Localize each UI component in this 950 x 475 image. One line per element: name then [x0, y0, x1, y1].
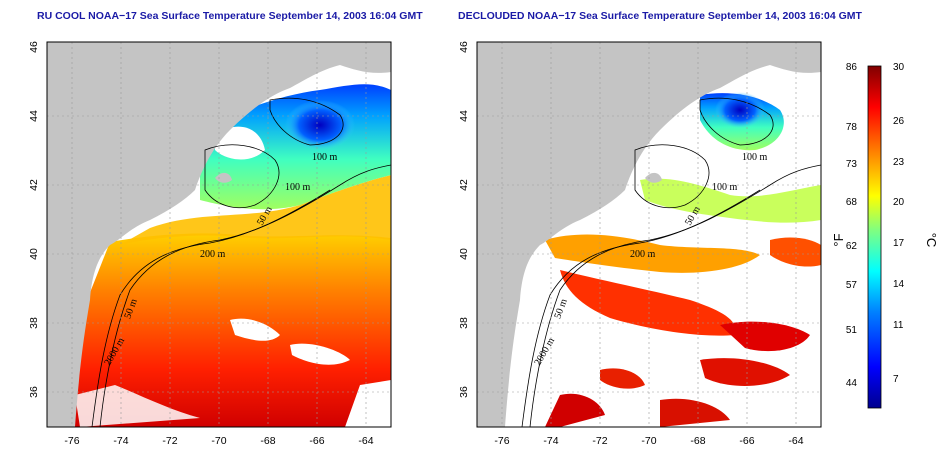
- right-y-tick-38: 38: [458, 317, 470, 329]
- left-contour-2000m: [99, 164, 392, 428]
- right-y-tick-36: 36: [458, 386, 470, 398]
- right-x-tick-70: -70: [641, 435, 656, 447]
- cb-c-tick-14: 14: [893, 279, 905, 290]
- left-contour-gulf-maine: [269, 97, 344, 146]
- cb-f-tick-57: 57: [846, 280, 858, 291]
- cb-f-tick-68: 68: [846, 197, 858, 208]
- left-contour-label-2: 100 m: [285, 182, 311, 193]
- left-x-tick-76: -76: [64, 435, 79, 447]
- left-contour-200m: [91, 189, 331, 428]
- left-y-tick-46: 46: [28, 41, 40, 53]
- left-grid: [47, 42, 391, 427]
- colorbar-celsius-unit: °C: [924, 233, 939, 248]
- left-gulf-of-maine-deep: [285, 100, 355, 150]
- cb-c-tick-11: 11: [893, 320, 904, 331]
- left-y-axis: 36 38 40 42 44 46: [28, 41, 40, 398]
- colorbar-fahrenheit-unit: °F: [831, 233, 846, 246]
- colorbar-fahrenheit-ticks: 86 78 73 68 62 57 51 44: [846, 62, 858, 389]
- right-contour-label-4: 200 m: [630, 249, 656, 260]
- right-y-tick-40: 40: [458, 248, 470, 260]
- left-x-tick-74: -74: [113, 435, 128, 447]
- colorbar: 86 78 73 68 62 57 51 44 30 26 23 20 17 1…: [831, 62, 939, 409]
- right-y-tick-44: 44: [458, 110, 470, 122]
- right-y-tick-46: 46: [458, 41, 470, 53]
- cb-f-tick-51: 51: [846, 325, 858, 336]
- right-grid: [477, 42, 821, 427]
- left-map-border: [46, 41, 392, 428]
- left-x-tick-64: -64: [358, 435, 373, 447]
- right-cape-cod: [645, 172, 662, 183]
- left-x-tick-72: -72: [162, 435, 177, 447]
- cb-c-tick-7: 7: [893, 374, 899, 385]
- right-warm-patch-6: [660, 398, 730, 427]
- left-contour-label-1: 100 m: [312, 152, 338, 163]
- right-contour-label-1: 100 m: [742, 152, 768, 163]
- right-x-tick-76: -76: [494, 435, 509, 447]
- cb-f-tick-73: 73: [846, 159, 858, 170]
- right-warm-patch-2: [720, 321, 810, 352]
- left-y-tick-44: 44: [28, 110, 40, 122]
- cb-c-tick-23: 23: [893, 157, 905, 168]
- right-x-tick-68: -68: [690, 435, 705, 447]
- cb-c-tick-30: 30: [893, 62, 905, 73]
- left-x-tick-68: -68: [260, 435, 275, 447]
- left-y-tick-42: 42: [28, 179, 40, 191]
- left-warm-water: [70, 233, 391, 427]
- right-warm-patch-4: [600, 368, 645, 389]
- cb-f-tick-86: 86: [846, 62, 858, 73]
- right-warm-patch-5: [545, 393, 605, 427]
- right-x-tick-64: -64: [788, 435, 803, 447]
- left-land-mass: [47, 42, 391, 427]
- right-x-axis: -76 -74 -72 -70 -68 -66 -64: [494, 435, 803, 447]
- left-contour-georges-bank: [204, 144, 280, 209]
- left-y-tick-36: 36: [28, 386, 40, 398]
- cb-f-tick-78: 78: [846, 122, 858, 133]
- left-y-tick-40: 40: [28, 248, 40, 260]
- left-cloud-patch-4: [345, 380, 391, 427]
- cb-c-tick-17: 17: [893, 238, 905, 249]
- right-map-border: [476, 41, 822, 428]
- left-map-panel: 100 m 100 m 50 m 200 m 50 m 2000 m 36 38…: [28, 41, 392, 447]
- right-warm-patch-3: [700, 358, 790, 386]
- right-y-axis: 36 38 40 42 44 46: [458, 41, 470, 398]
- right-warm-patch-7: [770, 237, 821, 267]
- left-x-tick-66: -66: [309, 435, 324, 447]
- cb-f-tick-44: 44: [846, 378, 858, 389]
- left-cape-cod: [215, 172, 232, 183]
- right-contour-gulf-maine: [699, 97, 774, 146]
- right-contour-label-2: 100 m: [712, 182, 738, 193]
- right-x-tick-72: -72: [592, 435, 607, 447]
- right-warm-band: [545, 234, 760, 273]
- right-x-tick-66: -66: [739, 435, 754, 447]
- right-map-title: DECLOUDED NOAA−17 Sea Surface Temperatur…: [458, 10, 862, 22]
- right-x-tick-74: -74: [543, 435, 558, 447]
- colorbar-celsius-ticks: 30 26 23 20 17 14 11 7: [893, 62, 905, 385]
- left-cloud-patch-5: [215, 126, 265, 160]
- right-y-tick-42: 42: [458, 179, 470, 191]
- left-cloud-patch-2: [230, 318, 280, 341]
- left-map-title: RU COOL NOAA−17 Sea Surface Temperature …: [37, 10, 423, 22]
- left-cloud-patch-3: [290, 343, 350, 365]
- right-map-panel: 100 m 100 m 50 m 200 m 50 m 2000 m 36 38…: [458, 41, 822, 447]
- left-y-tick-38: 38: [28, 317, 40, 329]
- right-contour-200m: [521, 189, 761, 428]
- left-x-axis: -76 -74 -72 -70 -68 -66 -64: [64, 435, 373, 447]
- right-warm-patch-1: [560, 270, 736, 336]
- right-contour-2000m: [529, 164, 822, 428]
- right-land-mass: [477, 42, 821, 427]
- left-cloud-patch-1: [75, 385, 200, 427]
- left-x-tick-70: -70: [211, 435, 226, 447]
- left-contour-label-4: 200 m: [200, 249, 226, 260]
- right-mid-green: [640, 178, 821, 223]
- right-contour-georges-bank: [634, 144, 710, 209]
- cb-f-tick-62: 62: [846, 241, 858, 252]
- cb-c-tick-26: 26: [893, 116, 905, 127]
- cb-c-tick-20: 20: [893, 197, 905, 208]
- right-gulf-of-maine-deep: [715, 92, 765, 128]
- left-mid-band: [120, 175, 391, 245]
- colorbar-gradient: [867, 65, 882, 409]
